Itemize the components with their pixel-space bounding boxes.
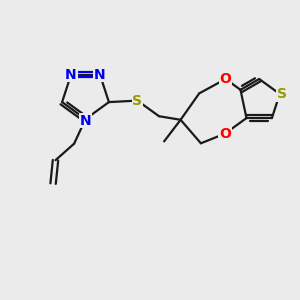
Text: N: N: [80, 114, 91, 128]
Text: S: S: [132, 94, 142, 108]
Text: S: S: [277, 87, 287, 101]
Text: O: O: [220, 72, 232, 86]
Text: O: O: [219, 127, 231, 141]
Text: N: N: [65, 68, 77, 82]
Text: N: N: [94, 68, 106, 82]
